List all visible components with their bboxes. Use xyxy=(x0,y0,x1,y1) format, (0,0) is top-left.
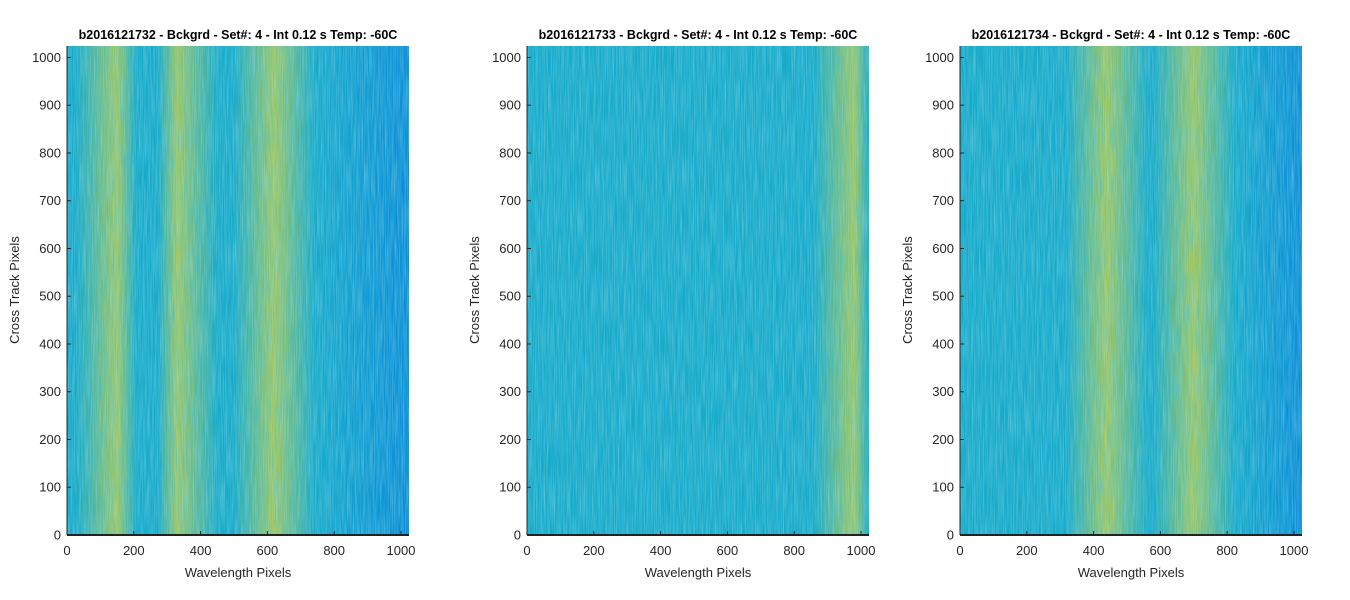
x-tick-label: 600 xyxy=(717,543,739,558)
heatmap-dark-streaks xyxy=(527,46,869,535)
x-tick-label: 200 xyxy=(583,543,605,558)
y-tick-label: 300 xyxy=(39,384,61,399)
x-tick-label: 1000 xyxy=(387,543,416,558)
x-tick-label: 1000 xyxy=(1280,543,1309,558)
y-tick-label: 600 xyxy=(499,241,521,256)
x-tick-label: 600 xyxy=(257,543,279,558)
y-tick-label: 100 xyxy=(499,480,521,495)
y-tick-label: 1000 xyxy=(492,50,521,65)
chart-title: b2016121734 - Bckgrd - Set#: 4 - Int 0.1… xyxy=(972,28,1291,42)
heatmap-dark-streaks xyxy=(67,46,409,535)
y-ticks: 0 100 200 300 400 500 600 700 800 900 1000 xyxy=(492,50,531,543)
x-tick-label: 0 xyxy=(523,543,530,558)
x-ticks: 0 200 400 600 800 1000 xyxy=(63,531,415,558)
y-tick-label: 600 xyxy=(932,241,954,256)
y-tick-label: 600 xyxy=(39,241,61,256)
y-tick-label: 400 xyxy=(932,336,954,351)
x-tick-label: 1000 xyxy=(847,543,876,558)
y-tick-label: 300 xyxy=(499,384,521,399)
y-tick-label: 900 xyxy=(499,98,521,113)
y-tick-label: 300 xyxy=(932,384,954,399)
x-axis-label: Wavelength Pixels xyxy=(645,565,752,580)
y-axis-label: Cross Track Pixels xyxy=(467,236,482,344)
y-tick-label: 100 xyxy=(39,480,61,495)
y-tick-label: 500 xyxy=(39,289,61,304)
heatmap-panel-1: b2016121732 - Bckgrd - Set#: 4 - Int 0.1… xyxy=(7,28,415,580)
x-tick-label: 600 xyxy=(1150,543,1172,558)
x-tick-label: 0 xyxy=(63,543,70,558)
x-ticks: 0 200 400 600 800 1000 xyxy=(523,531,875,558)
y-tick-label: 700 xyxy=(499,193,521,208)
y-tick-label: 1000 xyxy=(925,50,954,65)
y-tick-label: 0 xyxy=(514,528,521,543)
y-tick-label: 500 xyxy=(499,289,521,304)
heatmap-dark-streaks xyxy=(960,46,1302,535)
y-tick-label: 100 xyxy=(932,480,954,495)
y-tick-label: 900 xyxy=(932,98,954,113)
heatmap-panel-3: b2016121734 - Bckgrd - Set#: 4 - Int 0.1… xyxy=(900,28,1308,580)
y-tick-label: 800 xyxy=(39,145,61,160)
y-axis-label: Cross Track Pixels xyxy=(900,236,915,344)
x-axis-label: Wavelength Pixels xyxy=(185,565,292,580)
y-tick-label: 400 xyxy=(39,336,61,351)
y-tick-label: 400 xyxy=(499,336,521,351)
y-tick-label: 800 xyxy=(932,145,954,160)
y-tick-label: 700 xyxy=(39,193,61,208)
y-tick-label: 1000 xyxy=(32,50,61,65)
y-axis-label: Cross Track Pixels xyxy=(7,236,22,344)
x-ticks: 0 200 400 600 800 1000 xyxy=(956,531,1308,558)
x-tick-label: 800 xyxy=(323,543,345,558)
y-tick-label: 900 xyxy=(39,98,61,113)
x-tick-label: 400 xyxy=(1083,543,1105,558)
y-tick-label: 500 xyxy=(932,289,954,304)
x-tick-label: 800 xyxy=(783,543,805,558)
y-tick-label: 800 xyxy=(499,145,521,160)
x-tick-label: 0 xyxy=(956,543,963,558)
x-tick-label: 800 xyxy=(1216,543,1238,558)
x-tick-label: 400 xyxy=(650,543,672,558)
y-tick-label: 0 xyxy=(947,528,954,543)
x-tick-label: 400 xyxy=(190,543,212,558)
y-tick-label: 200 xyxy=(39,432,61,447)
y-tick-label: 700 xyxy=(932,193,954,208)
y-ticks: 0 100 200 300 400 500 600 700 800 900 1000 xyxy=(32,50,71,543)
chart-title: b2016121732 - Bckgrd - Set#: 4 - Int 0.1… xyxy=(79,28,398,42)
x-tick-label: 200 xyxy=(123,543,145,558)
y-ticks: 0 100 200 300 400 500 600 700 800 900 1000 xyxy=(925,50,964,543)
y-tick-label: 0 xyxy=(54,528,61,543)
chart-title: b2016121733 - Bckgrd - Set#: 4 - Int 0.1… xyxy=(539,28,858,42)
heatmap-panel-2: b2016121733 - Bckgrd - Set#: 4 - Int 0.1… xyxy=(467,28,875,580)
y-tick-label: 200 xyxy=(499,432,521,447)
x-tick-label: 200 xyxy=(1016,543,1038,558)
y-tick-label: 200 xyxy=(932,432,954,447)
x-axis-label: Wavelength Pixels xyxy=(1078,565,1185,580)
